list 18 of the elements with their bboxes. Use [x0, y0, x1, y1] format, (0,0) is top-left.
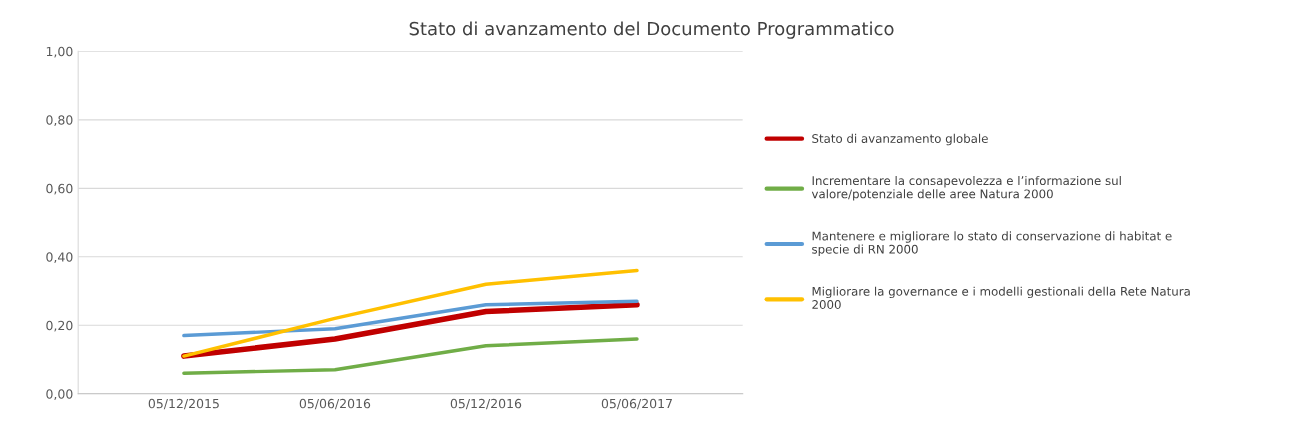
legend-label: Incrementare la consapevolezza e l’informazione sul valore/potenziale delle aree Natura 2000 [811, 175, 1121, 201]
y-tick-label: 0,20 [46, 320, 73, 332]
legend-label: Stato di avanzamento globale [812, 133, 988, 146]
y-tick-label: 0,40 [46, 252, 73, 263]
line-series [182, 299, 639, 338]
x-tick-label: 05/12/2015 [148, 398, 219, 410]
x-tick-label: 05/12/2016 [450, 398, 522, 410]
line-series [182, 337, 639, 375]
x-tick-label: 05/06/2017 [601, 398, 672, 410]
chart-title: Stato di avanzamento del Documento Programmatico [409, 21, 894, 39]
legend-label: Mantenere e migliorare lo stato di conservazione di habitat e specie di RN 2000 [812, 231, 1172, 256]
legend-label: Migliorare la governance e i modelli gestionali della Rete Natura 2000 [812, 286, 1190, 309]
y-tick-label: 0,60 [46, 183, 73, 195]
x-tick-label: 05/06/2016 [299, 398, 371, 410]
y-tick-label: 1,00 [46, 46, 73, 58]
line-series [182, 268, 639, 358]
y-tick-label: 0,00 [46, 389, 73, 400]
y-tick-label: 0,80 [46, 115, 73, 127]
